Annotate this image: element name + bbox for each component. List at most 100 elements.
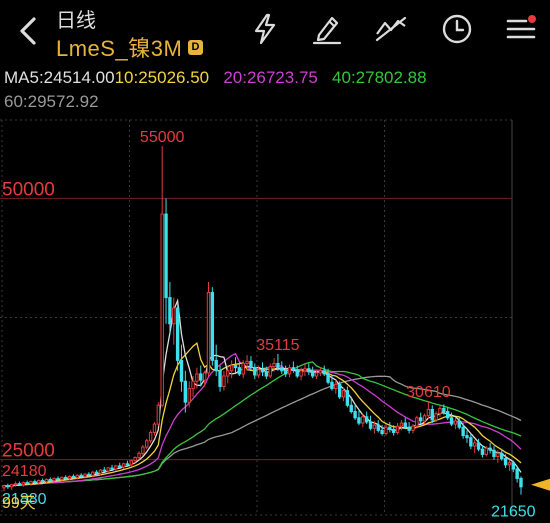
candle (187, 388, 191, 403)
candle (357, 417, 361, 424)
candle (434, 413, 438, 421)
candle (500, 452, 504, 460)
candle (71, 475, 76, 478)
candle (391, 428, 396, 433)
candle (133, 457, 137, 462)
candle (453, 420, 458, 425)
candle (449, 417, 454, 425)
lightning-button[interactable] (248, 12, 282, 46)
back-button[interactable] (14, 14, 44, 48)
period-label: 日线 (56, 10, 96, 32)
candle (334, 383, 338, 390)
menu-button[interactable] (504, 12, 538, 46)
candle (256, 369, 261, 376)
candle (44, 478, 49, 483)
candle (10, 484, 14, 488)
candle (249, 360, 253, 369)
candle (287, 367, 292, 375)
candle (56, 477, 60, 480)
candle (330, 381, 334, 390)
candle (403, 422, 407, 428)
candle (345, 390, 350, 406)
draw-pen-icon (312, 16, 342, 45)
candle (507, 462, 512, 466)
candle (110, 467, 114, 470)
candle (60, 476, 64, 480)
candle (175, 307, 180, 361)
candle (125, 463, 130, 466)
candle (179, 359, 184, 382)
candle (183, 380, 188, 403)
candle (152, 423, 157, 433)
candle (67, 475, 72, 479)
candle (418, 417, 423, 422)
candle (191, 380, 195, 390)
candle (210, 291, 215, 361)
history-button[interactable] (440, 12, 474, 46)
candle (496, 452, 500, 457)
candle (364, 416, 369, 423)
y-tick-label: 25000 (2, 441, 55, 462)
candle (260, 369, 265, 373)
chart-header: 日线 LmeS_镍3M D (0, 0, 550, 63)
candle (480, 448, 485, 455)
candle (102, 469, 107, 472)
candle (476, 442, 481, 450)
candle (268, 366, 272, 377)
candle (488, 447, 492, 451)
candle (399, 422, 404, 427)
indicator-button[interactable] (374, 12, 408, 46)
candle (280, 367, 284, 372)
menu-icon (506, 15, 536, 39)
symbol-title[interactable]: LmeS_镍3M D (56, 31, 204, 63)
candle (253, 367, 257, 376)
candlestick-chart[interactable]: 50000 25000 55000 35115 30610 24180 21880 21650… (0, 118, 550, 523)
candle (229, 365, 234, 372)
price-annotation: 21650 (491, 504, 536, 521)
candle (384, 426, 388, 434)
candle (172, 307, 176, 325)
candle (361, 416, 365, 424)
candle (13, 483, 18, 486)
candle (276, 362, 280, 369)
ma-legend-row-2: 60:29572.92 (4, 92, 99, 112)
candle (233, 365, 238, 369)
candle (353, 411, 357, 419)
price-annotation: 55000 (140, 129, 185, 146)
ma20-value: 20:26723.75 (223, 68, 318, 87)
candle (106, 467, 110, 472)
candle (218, 370, 222, 387)
candle (503, 458, 508, 466)
candle (283, 370, 288, 375)
candle (83, 473, 87, 477)
candle (515, 468, 519, 479)
candle (52, 477, 56, 482)
candle (79, 474, 83, 477)
candle (272, 362, 276, 368)
candle (202, 372, 207, 381)
candle (395, 425, 400, 433)
candle (91, 471, 95, 476)
candle (318, 370, 323, 374)
candle (160, 213, 164, 406)
lightning-icon (254, 13, 276, 45)
candle (407, 426, 411, 431)
candle (141, 446, 145, 454)
candle (114, 465, 118, 470)
candle (214, 359, 218, 372)
candle (473, 442, 477, 447)
draw-button[interactable] (310, 12, 344, 46)
candle (37, 480, 41, 484)
candle (33, 481, 37, 484)
candle (195, 373, 199, 382)
symbol-name: LmeS_镍3M (56, 36, 183, 61)
candle (291, 367, 296, 371)
candle (164, 213, 168, 299)
period-badge: D (188, 39, 204, 55)
price-annotation: 21880 (2, 491, 47, 508)
candle (307, 368, 311, 373)
candle (237, 367, 242, 375)
candle (75, 474, 80, 478)
candle (322, 370, 326, 375)
candle (21, 482, 25, 486)
